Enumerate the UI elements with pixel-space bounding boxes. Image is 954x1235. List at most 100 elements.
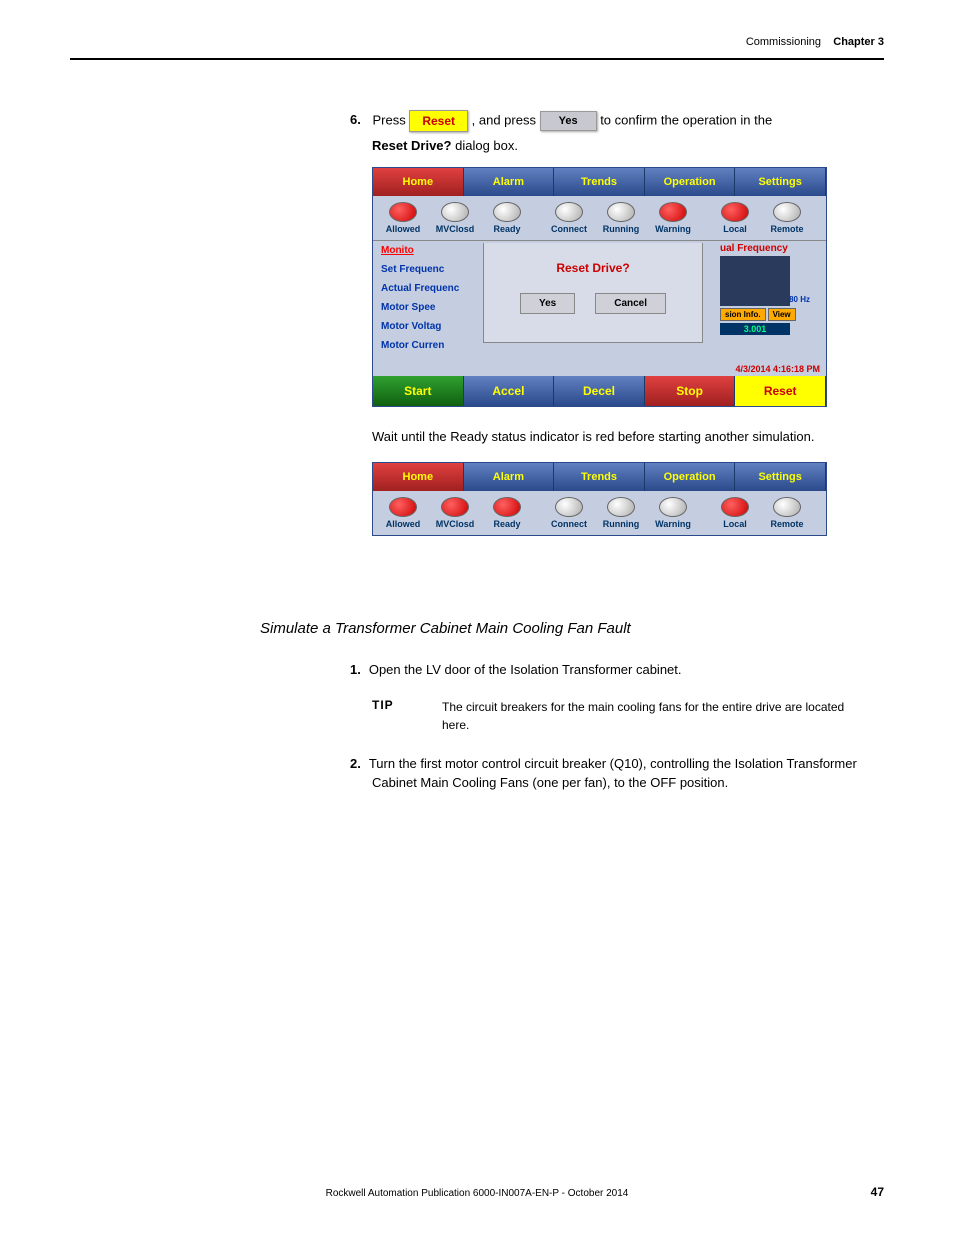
frequency-gauge (720, 256, 790, 306)
ind2-allowed: Allowed (377, 497, 429, 529)
ind2-warning: Warning (647, 497, 699, 529)
ind-local: Local (709, 202, 761, 234)
ind2-local: Local (709, 497, 761, 529)
reset-drive-dialog: Reset Drive? Yes Cancel (483, 243, 703, 343)
tab-alarm-2[interactable]: Alarm (464, 463, 555, 491)
main-content: 6. Press Reset , and press Yes to confir… (350, 110, 880, 536)
reset-button[interactable]: Reset (735, 376, 826, 406)
wait-instruction: Wait until the Ready status indicator is… (372, 429, 880, 444)
ready-icon (493, 202, 521, 222)
running-icon-2 (607, 497, 635, 517)
warning-icon (659, 202, 687, 222)
reset-button-inline: Reset (409, 110, 468, 132)
gauge-title: ual Frequency (720, 243, 820, 254)
hmi-screenshot-1: Home Alarm Trends Operation Settings All… (372, 167, 827, 407)
sidebar-mcurr: Motor Curren (381, 340, 459, 351)
start-button[interactable]: Start (373, 376, 464, 406)
step-2-text: Turn the first motor control circuit bre… (369, 756, 857, 791)
remote-icon-2 (773, 497, 801, 517)
step-1-num: 1. (350, 662, 361, 677)
ready-icon-2 (493, 497, 521, 517)
view-button[interactable]: View (768, 308, 796, 321)
reset-drive-bold: Reset Drive? (372, 138, 451, 153)
ind-mvclosd: MVClosd (429, 202, 481, 234)
steps-below: 1. Open the LV door of the Isolation Tran… (350, 660, 860, 811)
tab-operation[interactable]: Operation (645, 168, 736, 196)
step-1-text: Open the LV door of the Isolation Transf… (369, 662, 682, 677)
step-2-num: 2. (350, 756, 361, 771)
remote-icon (773, 202, 801, 222)
mvclosd-icon (441, 202, 469, 222)
ind-connect: Connect (543, 202, 595, 234)
tab-operation-2[interactable]: Operation (645, 463, 736, 491)
connect-icon (555, 202, 583, 222)
dialog-cancel-button[interactable]: Cancel (595, 293, 666, 314)
header-section: Commissioning (746, 36, 821, 48)
running-icon (607, 202, 635, 222)
ind2-ready: Ready (481, 497, 533, 529)
sidebar-actfreq: Actual Frequenc (381, 283, 459, 294)
allowed-icon-2 (389, 497, 417, 517)
step-6: 6. Press Reset , and press Yes to confir… (350, 110, 880, 132)
hmi-tabs: Home Alarm Trends Operation Settings (373, 168, 826, 196)
sidebar-mspeed: Motor Spee (381, 302, 459, 313)
tab-trends[interactable]: Trends (554, 168, 645, 196)
ind-allowed: Allowed (377, 202, 429, 234)
dialog-yes-button[interactable]: Yes (520, 293, 575, 314)
hmi-body: Monito Set Frequenc Actual Frequenc Moto… (373, 241, 826, 376)
decel-button[interactable]: Decel (554, 376, 645, 406)
ind2-remote: Remote (761, 497, 813, 529)
local-icon (721, 202, 749, 222)
tab-trends-2[interactable]: Trends (554, 463, 645, 491)
warning-icon-2 (659, 497, 687, 517)
ind-running: Running (595, 202, 647, 234)
ind2-mvclosd: MVClosd (429, 497, 481, 529)
ind-warning: Warning (647, 202, 699, 234)
mvclosd-icon-2 (441, 497, 469, 517)
hmi-sidebar: Monito Set Frequenc Actual Frequenc Moto… (381, 245, 459, 359)
step-6-t3: to confirm the operation in the (600, 112, 772, 127)
section-heading: Simulate a Transformer Cabinet Main Cool… (260, 620, 631, 637)
gauge-area: ual Frequency sion Info. View 3.001 (720, 243, 820, 335)
ind2-running: Running (595, 497, 647, 529)
hmi2-indicators: Allowed MVClosd Ready Connect Running Wa… (373, 491, 826, 535)
dialog-title: Reset Drive? (484, 243, 702, 275)
step-6-line2: Reset Drive? dialog box. (372, 138, 880, 153)
page-header: Commissioning Chapter 3 (746, 36, 884, 48)
tab-home[interactable]: Home (373, 168, 464, 196)
sidebar-mvolt: Motor Voltag (381, 321, 459, 332)
connect-icon-2 (555, 497, 583, 517)
accel-button[interactable]: Accel (464, 376, 555, 406)
step-6-t2: , and press (472, 112, 536, 127)
tab-settings[interactable]: Settings (735, 168, 826, 196)
hmi2-tabs: Home Alarm Trends Operation Settings (373, 463, 826, 491)
hmi-screenshot-2: Home Alarm Trends Operation Settings All… (372, 462, 827, 536)
ind-ready: Ready (481, 202, 533, 234)
footer-publication: Rockwell Automation Publication 6000-IN0… (0, 1188, 954, 1199)
hmi-bottom-bar: Start Accel Decel Stop Reset (373, 376, 826, 406)
dialog-box-text: dialog box. (451, 138, 518, 153)
page-number: 47 (871, 1185, 884, 1199)
ind-remote: Remote (761, 202, 813, 234)
tab-home-2[interactable]: Home (373, 463, 464, 491)
tab-alarm[interactable]: Alarm (464, 168, 555, 196)
header-rule (70, 58, 884, 60)
sidebar-monito: Monito (381, 245, 459, 256)
stop-button[interactable]: Stop (645, 376, 736, 406)
allowed-icon (389, 202, 417, 222)
step-2: 2. Turn the first motor control circuit b… (350, 754, 860, 793)
step-6-num: 6. (350, 112, 361, 127)
tab-settings-2[interactable]: Settings (735, 463, 826, 491)
dialog-buttons: Yes Cancel (484, 293, 702, 314)
hmi-indicators: Allowed MVClosd Ready Connect Running Wa… (373, 196, 826, 241)
ind2-connect: Connect (543, 497, 595, 529)
local-icon-2 (721, 497, 749, 517)
hmi-timestamp: 4/3/2014 4:16:18 PM (735, 364, 820, 374)
header-chapter: Chapter 3 (833, 36, 884, 48)
step-1: 1. Open the LV door of the Isolation Tran… (350, 660, 860, 680)
tip-label: TIP (372, 698, 442, 734)
info-button[interactable]: sion Info. (720, 308, 766, 321)
step-6-t1: Press (372, 112, 405, 127)
sidebar-setfreq: Set Frequenc (381, 264, 459, 275)
tip-text: The circuit breakers for the main coolin… (442, 698, 860, 734)
